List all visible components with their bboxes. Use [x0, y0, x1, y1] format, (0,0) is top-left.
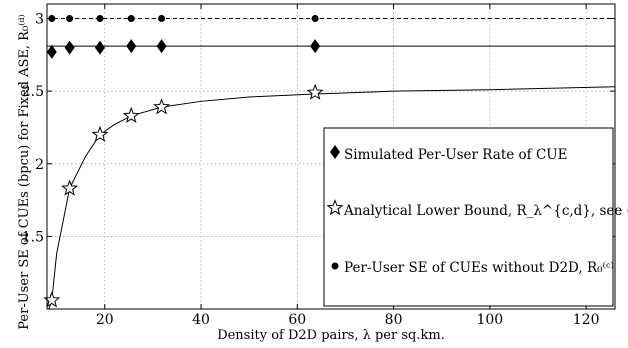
x-tick-label: 80: [385, 312, 403, 328]
legend-box: [323, 127, 614, 307]
data-point-circle: [311, 15, 319, 23]
legend-marker-circle: [331, 262, 339, 270]
y-axis-label: Per-User SE of CUEs (bpcu) for Fixed ASE…: [17, 14, 32, 329]
x-tick-label: 40: [192, 312, 210, 328]
data-point-star: [61, 179, 79, 196]
data-point-diamond: [156, 39, 167, 54]
data-point-circle: [66, 15, 74, 23]
data-point-diamond: [64, 40, 75, 55]
data-point-diamond: [310, 39, 321, 54]
data-point-star: [91, 125, 109, 142]
x-tick-label: 120: [573, 312, 600, 328]
data-point-diamond: [46, 44, 57, 59]
legend: Simulated Per-User Rate of CUE Analytica…: [323, 127, 628, 307]
data-point-diamond: [94, 40, 105, 55]
y-tick-label: 1.5: [22, 229, 44, 245]
data-point-circle: [96, 15, 104, 23]
data-point-star: [306, 83, 324, 100]
x-tick-label: 60: [288, 312, 306, 328]
data-point-star: [153, 98, 171, 115]
y-tick-label: 2.5: [22, 84, 44, 100]
x-tick-label: 20: [96, 312, 114, 328]
data-point-circle: [158, 15, 166, 23]
legend-entry-without-d2d: Per-User SE of CUEs without D2D, R₀⁽ᶜ⁾: [344, 260, 614, 276]
data-point-star: [43, 291, 61, 308]
plot-frame: [46, 3, 616, 310]
legend-entry-simulated: Simulated Per-User Rate of CUE: [344, 147, 568, 163]
data-point-circle: [127, 15, 135, 23]
legend-marker-diamond: [330, 145, 340, 159]
legend-entry-analytical: Analytical Lower Bound, R_λ^{c,d}, see (…: [343, 203, 628, 219]
data-point-star: [122, 106, 140, 124]
series-markers: [43, 15, 324, 308]
tick-labels: 20 40 60 80 100 120 1.5 2 2.5 3: [22, 12, 600, 328]
legend-markers: [326, 145, 344, 270]
x-axis-label: Density of D2D pairs, λ per sq.km.: [217, 328, 445, 343]
data-point-diamond: [126, 39, 137, 54]
y-tick-label: 3: [35, 12, 44, 28]
legend-marker-star: [326, 199, 344, 216]
x-tick-label: 100: [476, 312, 503, 328]
y-tick-label: 2: [35, 157, 44, 173]
